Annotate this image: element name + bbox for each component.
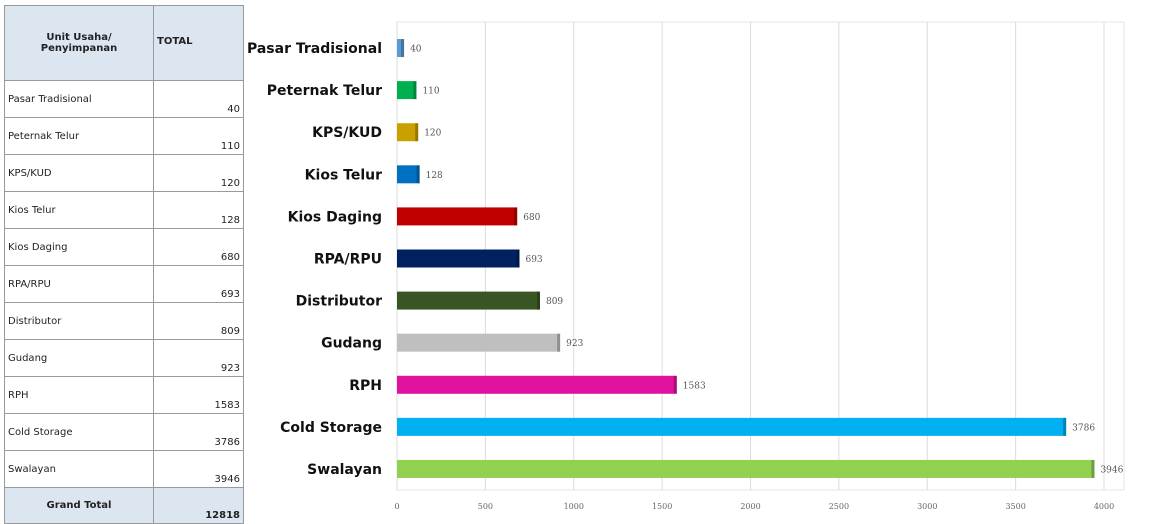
summary-table: Unit Usaha/ Penyimpanan TOTAL Pasar Trad… [4,5,244,524]
bar [397,459,1095,478]
x-tick-label: 2000 [740,502,760,511]
bar-edge [1063,417,1067,436]
x-tick-label: 1500 [652,502,672,511]
footer-label: Grand Total [4,487,154,524]
bar [397,39,405,58]
header-cell: Unit Usaha/ Penyimpanan [4,5,154,81]
row-label: RPA/RPU [4,265,154,303]
x-tick-label: 500 [478,502,493,511]
data-label: 693 [525,255,542,265]
bar-edge [516,249,520,268]
bar [397,375,677,394]
bar [397,417,1067,436]
data-label: 3786 [1072,423,1095,433]
row-value: 3946 [153,450,244,488]
bar [397,333,561,352]
row-label: Swalayan [4,450,154,488]
data-label: 110 [422,87,439,97]
data-label: 680 [523,213,540,223]
bar [397,291,540,310]
x-tick-label: 1000 [564,502,584,511]
bar [397,207,518,226]
row-label: Gudang [4,339,154,377]
table-row: Cold Storage 3786 [4,413,244,451]
bar-edge [514,207,518,226]
data-label: 120 [424,129,441,139]
bar-edge [536,291,540,310]
y-tick-label: Gudang [321,336,382,352]
y-tick-label: RPH [349,378,382,394]
y-tick-label: RPA/RPU [314,252,382,268]
row-value: 3786 [153,413,244,451]
table-row: KPS/KUD 120 [4,154,244,192]
data-label: 3946 [1100,465,1123,475]
table-row: Swalayan 3946 [4,450,244,488]
row-label: Peternak Telur [4,117,154,155]
bar-edge [413,81,417,100]
bar-edge [1091,459,1095,478]
x-tick-label: 2500 [829,502,849,511]
y-tick-label: Pasar Tradisional [247,41,382,57]
y-tick-label: Distributor [296,294,382,310]
data-label: 128 [426,171,443,181]
data-label: 923 [566,339,583,349]
row-label: KPS/KUD [4,154,154,192]
x-tick-label: 4000 [1094,502,1114,511]
data-label: 809 [546,297,563,307]
footer-value: 12818 [153,487,244,524]
footer-row: Grand Total 12818 [4,487,244,524]
data-label: 40 [410,45,422,55]
bar-edge [415,123,419,142]
y-tick-label: KPS/KUD [312,125,382,141]
row-value: 120 [153,154,244,192]
x-tick-label: 3000 [917,502,937,511]
bar [397,81,417,100]
y-tick-label: Swalayan [307,462,382,478]
x-tick-label: 0 [394,502,399,511]
table-row: Kios Telur 128 [4,191,244,229]
table-row: Gudang 923 [4,339,244,377]
y-tick-label: Kios Daging [288,209,382,225]
x-tick-label: 3500 [1005,502,1025,511]
table-row: RPA/RPU 693 [4,265,244,303]
row-value: 809 [153,302,244,340]
bar-edge [673,375,677,394]
y-tick-label: Peternak Telur [267,83,382,99]
bar-edge [557,333,561,352]
header-row: Unit Usaha/ Penyimpanan TOTAL [4,5,244,81]
row-value: 1583 [153,376,244,414]
table-row: Kios Daging 680 [4,228,244,266]
bar [397,249,520,268]
data-label: 1583 [683,381,706,391]
row-value: 693 [153,265,244,303]
bar-edge [416,165,420,184]
table-row: RPH 1583 [4,376,244,414]
row-value: 680 [153,228,244,266]
header-cell: TOTAL [153,5,244,81]
bar-edge [401,39,405,58]
bar [397,165,420,184]
row-label: Kios Telur [4,191,154,229]
bar [397,123,419,142]
y-tick-label: Cold Storage [280,420,382,436]
y-tick-label: Kios Telur [305,167,382,183]
row-label: RPH [4,376,154,414]
